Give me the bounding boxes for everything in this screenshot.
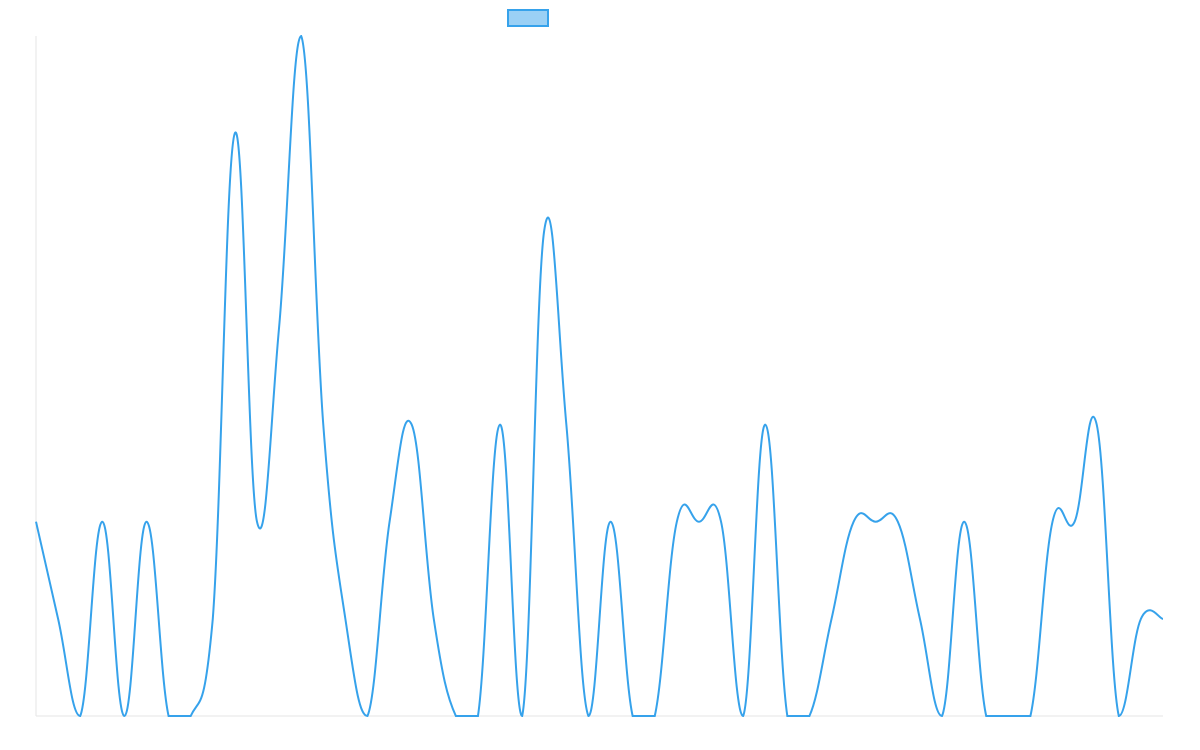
data-point[interactable]: [1094, 422, 1100, 428]
data-point[interactable]: [431, 616, 437, 622]
data-point[interactable]: [33, 519, 39, 525]
series-layer: [33, 33, 1166, 719]
data-point[interactable]: [298, 33, 304, 39]
data-point[interactable]: [320, 422, 326, 428]
data-point[interactable]: [585, 713, 591, 719]
data-point[interactable]: [696, 519, 702, 525]
data-point[interactable]: [829, 616, 835, 622]
data-point[interactable]: [210, 616, 216, 622]
data-point[interactable]: [143, 519, 149, 525]
data-point[interactable]: [983, 713, 989, 719]
data-point[interactable]: [254, 519, 260, 525]
data-point[interactable]: [188, 713, 194, 719]
legend[interactable]: [507, 9, 549, 27]
data-point[interactable]: [740, 713, 746, 719]
data-point[interactable]: [674, 519, 680, 525]
data-point[interactable]: [1160, 616, 1166, 622]
data-point[interactable]: [873, 519, 879, 525]
data-point[interactable]: [784, 713, 790, 719]
data-point[interactable]: [1027, 713, 1033, 719]
data-point[interactable]: [851, 519, 857, 525]
data-point[interactable]: [806, 713, 812, 719]
data-point[interactable]: [77, 713, 83, 719]
data-point[interactable]: [1050, 519, 1056, 525]
data-point[interactable]: [608, 519, 614, 525]
data-point[interactable]: [630, 713, 636, 719]
data-point[interactable]: [1116, 713, 1122, 719]
data-point[interactable]: [1005, 713, 1011, 719]
data-point[interactable]: [387, 519, 393, 525]
data-point[interactable]: [961, 519, 967, 525]
data-point[interactable]: [895, 519, 901, 525]
data-point[interactable]: [652, 713, 658, 719]
data-point[interactable]: [475, 713, 481, 719]
data-point[interactable]: [541, 227, 547, 233]
data-point[interactable]: [519, 713, 525, 719]
data-point[interactable]: [718, 519, 724, 525]
data-point[interactable]: [166, 713, 172, 719]
data-point[interactable]: [99, 519, 105, 525]
data-point[interactable]: [232, 130, 238, 136]
data-point[interactable]: [762, 422, 768, 428]
data-point[interactable]: [276, 324, 282, 330]
data-point[interactable]: [1072, 519, 1078, 525]
legend-swatch[interactable]: [507, 9, 549, 27]
series-line: [35, 34, 1164, 718]
data-point[interactable]: [939, 713, 945, 719]
data-point[interactable]: [409, 422, 415, 428]
data-point[interactable]: [1138, 616, 1144, 622]
data-point[interactable]: [342, 616, 348, 622]
data-point[interactable]: [364, 713, 370, 719]
data-point[interactable]: [917, 616, 923, 622]
data-point[interactable]: [55, 616, 61, 622]
data-point[interactable]: [121, 713, 127, 719]
data-point[interactable]: [453, 713, 459, 719]
data-point[interactable]: [563, 422, 569, 428]
data-point[interactable]: [497, 422, 503, 428]
